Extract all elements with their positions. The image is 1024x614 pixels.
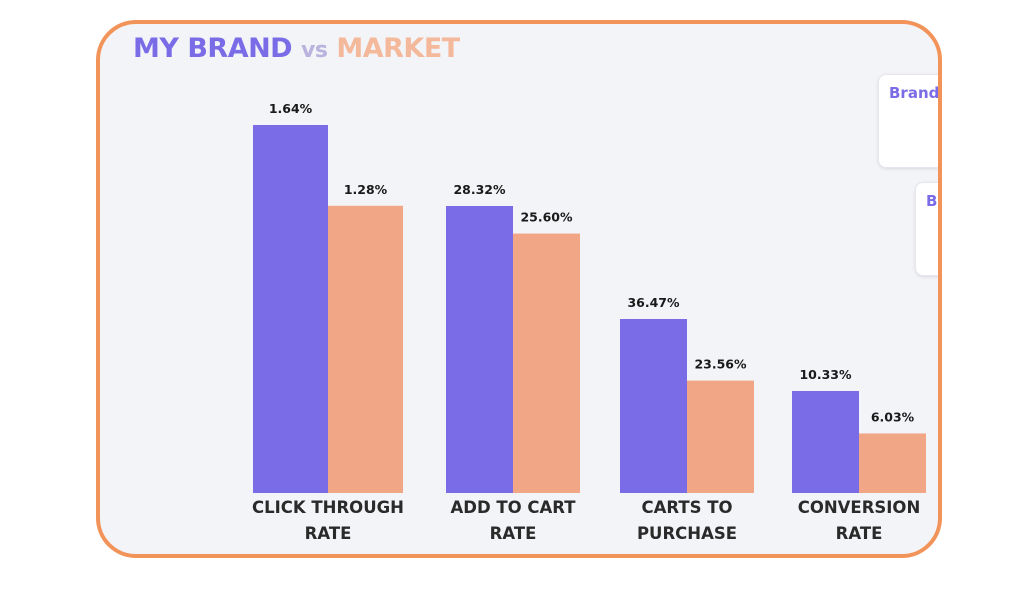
chart-title: MY BRAND vs MARKET — [133, 33, 460, 64]
bar-chart: 1.64% 1.28% CLICK THROUGH RATE 28.32% 25.60% A… — [252, 101, 926, 543]
value-label-market-1: 25.60% — [520, 210, 573, 225]
brand-summary-card[interactable]: Brand — [878, 74, 940, 168]
bar-market-1 — [513, 233, 580, 493]
category-label-0: CLICK THROUGH RATE — [252, 498, 404, 543]
value-label-market-0: 1.28% — [344, 182, 388, 197]
category-label-3: CONVERSION RATE — [798, 498, 921, 543]
brand-summary-card-secondary[interactable]: B — [915, 182, 938, 276]
value-label-brand-1: 28.32% — [453, 182, 506, 197]
bar-brand-1 — [446, 206, 513, 493]
value-label-market-3: 6.03% — [871, 409, 915, 424]
value-label-brand-3: 10.33% — [799, 367, 852, 382]
title-vs: vs — [301, 38, 328, 63]
bar-market-0 — [328, 205, 403, 493]
title-market: MARKET — [336, 33, 460, 64]
value-label-brand-0: 1.64% — [269, 101, 313, 116]
title-brand: MY BRAND — [133, 33, 293, 64]
brand-summary-card-label: Brand — [889, 84, 940, 102]
value-label-brand-2: 36.47% — [627, 295, 680, 310]
brand-summary-card-secondary-label: B — [926, 192, 938, 210]
category-label-1: ADD TO CART RATE — [450, 498, 576, 543]
bar-market-2 — [687, 380, 754, 493]
category-label-2: CARTS TO PURCHASE — [637, 498, 737, 543]
bar-market-3 — [859, 433, 926, 493]
value-label-market-2: 23.56% — [694, 357, 747, 372]
bar-brand-3 — [792, 391, 859, 493]
bar-brand-0 — [253, 125, 328, 493]
chart-card: MY BRAND vs MARKET 1.64% 1.28% CLICK THROU… — [96, 20, 942, 558]
bar-brand-2 — [620, 319, 687, 493]
